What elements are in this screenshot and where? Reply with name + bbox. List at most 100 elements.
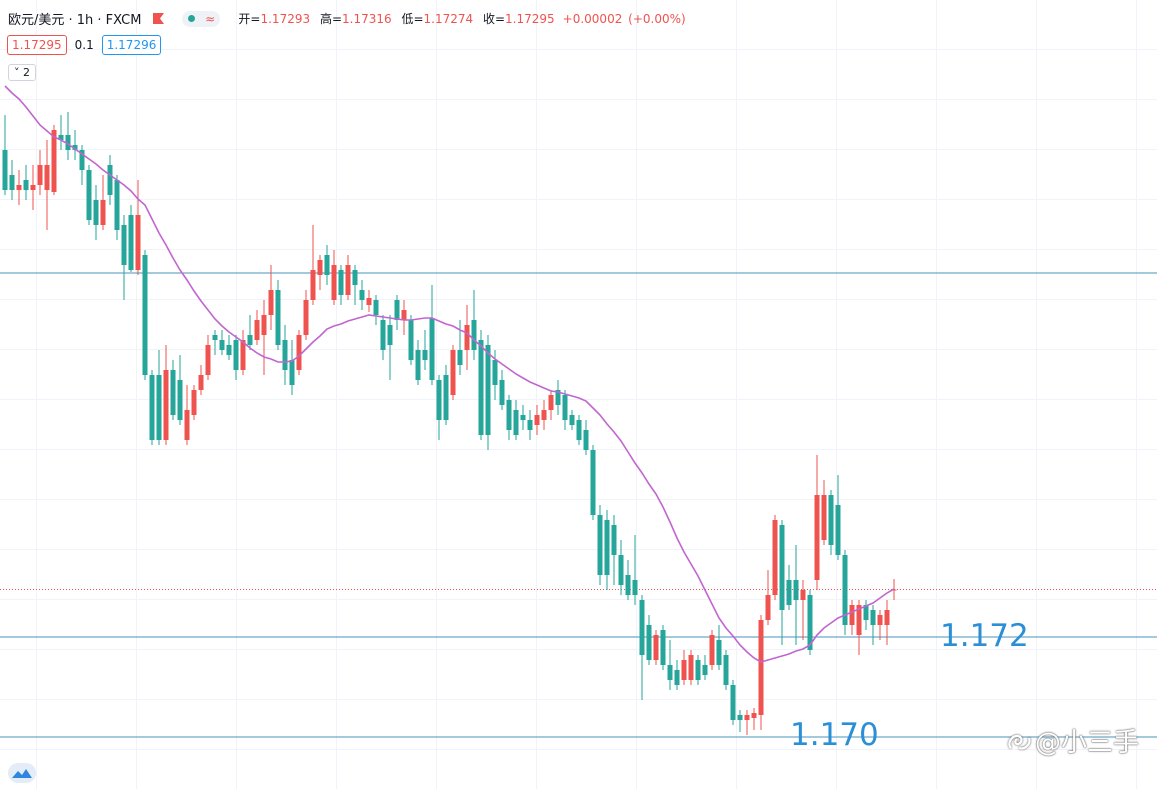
candle [765,570,771,625]
candle-body [555,390,561,405]
candle-body [842,555,848,625]
candle [639,595,645,700]
candle [506,395,512,440]
candle-body [548,395,554,410]
candle-body [702,665,708,675]
candle-body [352,270,358,285]
candle [289,340,295,395]
candle [338,265,344,305]
candle [688,650,694,685]
flag-icon[interactable] [153,13,165,24]
candle [772,515,778,600]
buy-button[interactable]: 1.17296 [101,35,162,55]
candle-body [135,215,141,270]
candle-body [415,350,421,380]
candle [9,160,15,200]
candle [751,708,757,730]
candle-body [471,320,477,350]
ohlc-values: 开=1.17293 高=1.17316 低=1.17274 收=1.17295 +… [238,10,685,27]
candle-body [625,575,631,595]
candle [401,300,407,335]
candle [30,165,36,210]
quote-row: 1.17295 0.1 1.17296 [7,35,162,55]
candle-body [632,580,638,595]
candle-body [317,260,323,275]
candle [317,255,323,290]
candle [828,490,834,555]
candle [863,600,869,630]
candle [513,400,519,440]
candle-body [597,515,603,575]
low-value: 1.17274 [423,12,474,26]
candle-body [30,185,36,190]
candle [366,290,372,312]
candle-body [639,600,645,655]
candle [177,355,183,425]
candle [331,250,337,305]
watermark-text: @小三手 [1034,728,1139,758]
candle-body [807,595,813,650]
candle-body [709,635,715,665]
candle [296,330,302,375]
candle-body [142,255,148,375]
candle [233,335,239,380]
candle-body [93,200,99,225]
candle-body [303,300,309,335]
indicators-toggle[interactable]: ˅ 2 [8,64,36,81]
ohlc-label: 高= [319,12,342,26]
level-label: 1.172 [940,618,1029,654]
candle [149,370,155,445]
candle-body [534,415,540,425]
candle-body [562,395,568,420]
candle [632,535,638,605]
candle [100,175,106,230]
candle [597,505,603,585]
candle [667,640,673,690]
candle-body [604,520,610,575]
candle-body [338,270,344,295]
ohlc-label: 低= [401,12,424,26]
candle [681,650,687,685]
candle [450,345,456,400]
candle-body [401,310,407,320]
candle-body [37,165,43,185]
candle [198,365,204,395]
candle [324,245,330,285]
candle-body [688,655,694,680]
candle [779,520,785,645]
candle [716,625,722,670]
candle [436,375,442,440]
candle [394,295,400,330]
candle-body [429,318,435,380]
candle-body [121,225,127,265]
candle-body [457,350,463,365]
candle-body [289,360,295,385]
candle [429,285,435,385]
candle [191,385,197,420]
candle-body [373,300,379,315]
candle [254,310,260,345]
market-status[interactable]: ≈ [182,10,221,27]
candle [107,155,113,205]
candle-body [716,640,722,665]
candle [744,710,750,735]
candle-body [541,410,547,420]
candle [814,455,820,590]
symbol-title: 欧元/美元 · 1h · FXCM [8,13,142,28]
candle [646,615,652,665]
candle-body [576,420,582,440]
candle [527,410,533,440]
candle-body [2,150,8,190]
candle-body [149,375,155,440]
candle-body [191,390,197,415]
sell-button[interactable]: 1.17295 [7,35,67,55]
tradingview-logo[interactable] [8,763,36,783]
candle [478,330,484,440]
candle [569,410,575,430]
candle-body [660,630,666,665]
level-label: 1.170 [790,717,879,753]
candle [464,305,470,370]
candle-body [387,325,393,345]
ohlc-label: 收= [482,12,506,26]
candle [821,480,827,545]
